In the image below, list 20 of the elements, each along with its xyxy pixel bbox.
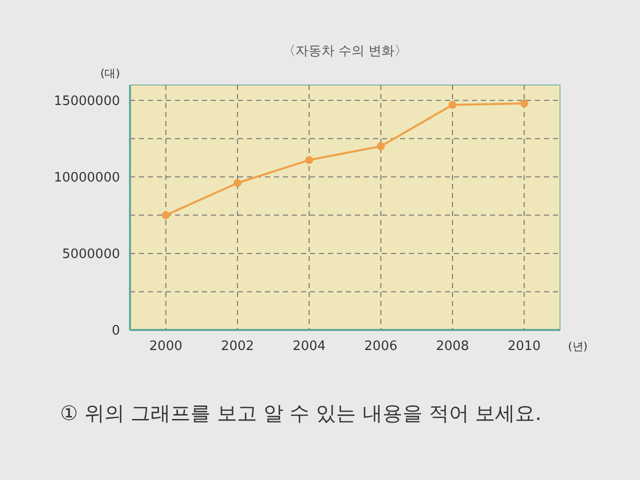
x-tick-label: 2004 bbox=[292, 339, 326, 354]
y-tick-label: 10000000 bbox=[54, 170, 120, 186]
x-tick-label: 2008 bbox=[436, 339, 470, 354]
text: ① 위의 그래프를 보고 알 수 있는 내용을 적어 보세요. bbox=[60, 401, 542, 425]
x-tick-label: 2002 bbox=[220, 339, 254, 354]
x-tick-label: 2010 bbox=[508, 339, 541, 354]
x-axis-title: (년) bbox=[568, 340, 588, 353]
y-axis-title: (대) bbox=[100, 67, 120, 80]
point bbox=[234, 179, 242, 187]
x-tick-label: 2006 bbox=[364, 339, 398, 354]
y-tick-label: 5000000 bbox=[62, 246, 120, 262]
point bbox=[520, 99, 528, 108]
point bbox=[376, 142, 385, 150]
point bbox=[162, 211, 170, 220]
point bbox=[448, 100, 456, 109]
x-tick-label: 2000 bbox=[149, 339, 182, 354]
chart-title: 〈자동차 수의 변화〉 bbox=[282, 44, 408, 59]
y-tick-label: 15000000 bbox=[54, 94, 120, 109]
point bbox=[305, 156, 314, 164]
y-tick-label: 0 bbox=[112, 324, 120, 339]
